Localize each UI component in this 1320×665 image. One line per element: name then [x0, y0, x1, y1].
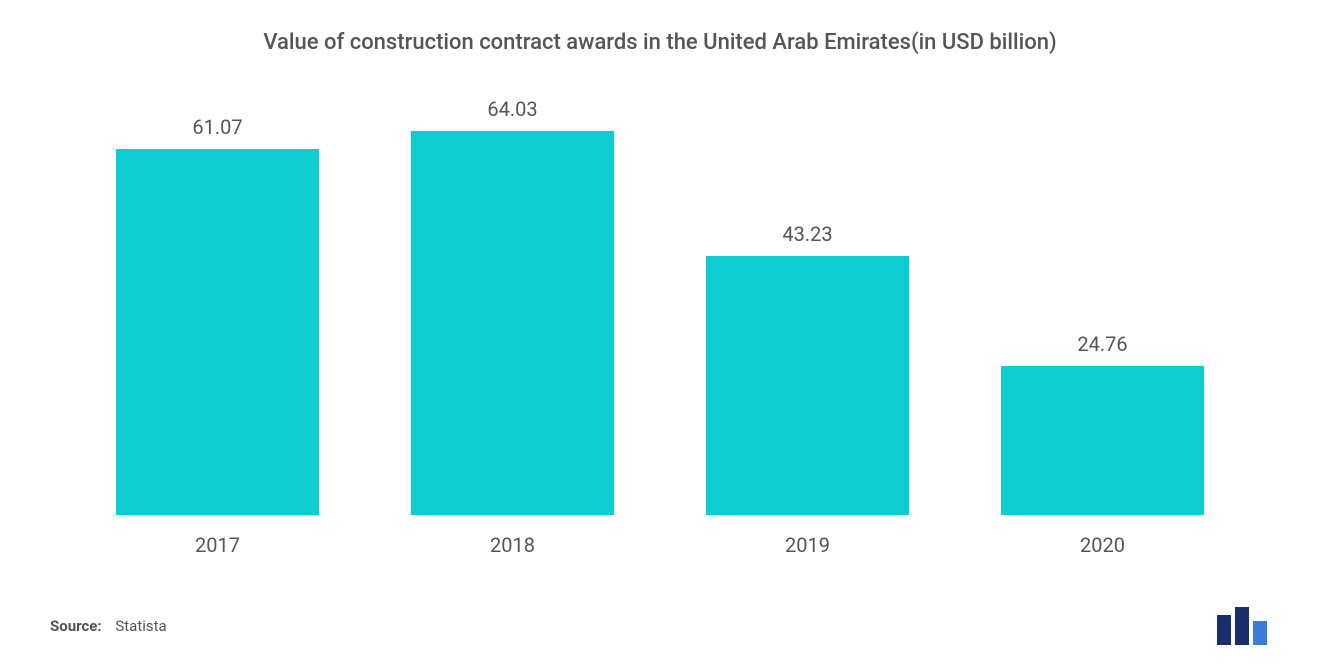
bar [1001, 366, 1203, 515]
source-line: Source: Statista [50, 617, 167, 635]
source-label: Source: [50, 617, 102, 635]
x-axis-label: 2019 [678, 533, 938, 557]
bar [706, 256, 908, 515]
bar-group: 43.23 [678, 222, 938, 515]
brand-logo [1215, 603, 1275, 645]
bar-value-label: 64.03 [487, 97, 537, 121]
bar-group: 61.07 [88, 115, 348, 515]
bar-value-label: 43.23 [782, 222, 832, 246]
x-axis-label: 2017 [88, 533, 348, 557]
bar-value-label: 61.07 [192, 115, 242, 139]
source-value: Statista [115, 617, 166, 635]
x-axis-label: 2020 [973, 533, 1233, 557]
bar-group: 64.03 [383, 97, 643, 515]
plot-area: 61.07 64.03 43.23 24.76 [50, 95, 1270, 515]
bar [116, 149, 318, 515]
bar [411, 131, 613, 515]
chart-title: Value of construction contract awards in… [50, 30, 1270, 55]
chart-container: Value of construction contract awards in… [0, 0, 1320, 665]
bar-group: 24.76 [973, 332, 1233, 515]
x-axis: 2017 2018 2019 2020 [50, 533, 1270, 557]
bar-value-label: 24.76 [1077, 332, 1127, 356]
x-axis-label: 2018 [383, 533, 643, 557]
